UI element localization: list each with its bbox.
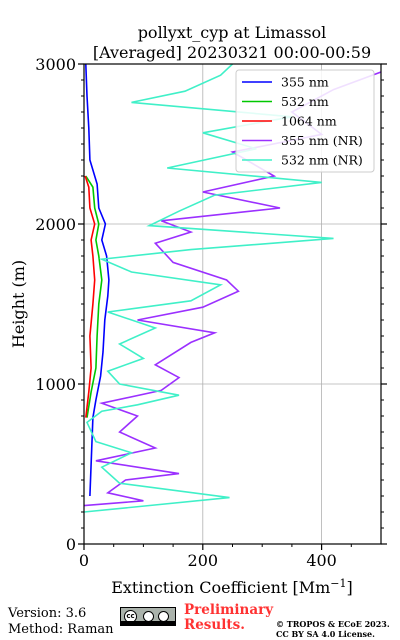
tick-layer: 0 200 400 0 1000 2000 3000 xyxy=(35,55,387,570)
method-text: Method: Raman xyxy=(8,622,114,637)
legend-label: 355 nm (NR) xyxy=(281,133,363,148)
y-axis-label: Height (m) xyxy=(9,260,28,348)
series-line xyxy=(85,175,103,418)
y-tick-label: 2000 xyxy=(35,215,76,234)
series-line xyxy=(84,71,381,507)
y-tick-label: 0 xyxy=(66,535,76,554)
legend-box xyxy=(235,69,375,173)
y-tick-label: 1000 xyxy=(35,375,76,394)
x-tick-label: 400 xyxy=(306,551,337,570)
extinction-chart: pollyxt_cyp at Limassol [Averaged] 20230… xyxy=(9,23,387,597)
license-text: CC BY SA 4.0 License. xyxy=(276,629,375,639)
version-text: Version: 3.6 xyxy=(8,606,87,621)
series-line xyxy=(84,64,334,513)
preliminary-text: Preliminary xyxy=(184,602,274,618)
series-line xyxy=(85,64,110,497)
cc-icon: cc xyxy=(124,610,137,623)
series-layer xyxy=(84,64,381,513)
x-tick-label: 200 xyxy=(188,551,219,570)
results-text: Results. xyxy=(184,617,245,633)
copyright-text: © TROPOS & ECoE 2023. xyxy=(276,619,390,629)
chart-title-line2: [Averaged] 20230321 00:00-00:59 xyxy=(93,43,371,62)
x-tick-label: 0 xyxy=(79,551,89,570)
legend-label: 355 nm xyxy=(281,75,329,90)
legend-label: 532 nm (NR) xyxy=(281,153,363,168)
x-axis-label: Extinction Coefficient [Mm−1] xyxy=(111,577,353,597)
legend-label: 532 nm xyxy=(281,94,329,109)
legend: 355 nm 532 nm 1064 nm 355 nm (NR) 532 nm (NR… xyxy=(235,69,375,173)
series-line xyxy=(84,175,96,418)
legend-label: 1064 nm xyxy=(281,114,337,129)
cc-by-sa-badge: cc xyxy=(120,607,176,626)
y-tick-label: 3000 xyxy=(35,55,76,74)
chart-title-line1: pollyxt_cyp at Limassol xyxy=(138,23,327,42)
